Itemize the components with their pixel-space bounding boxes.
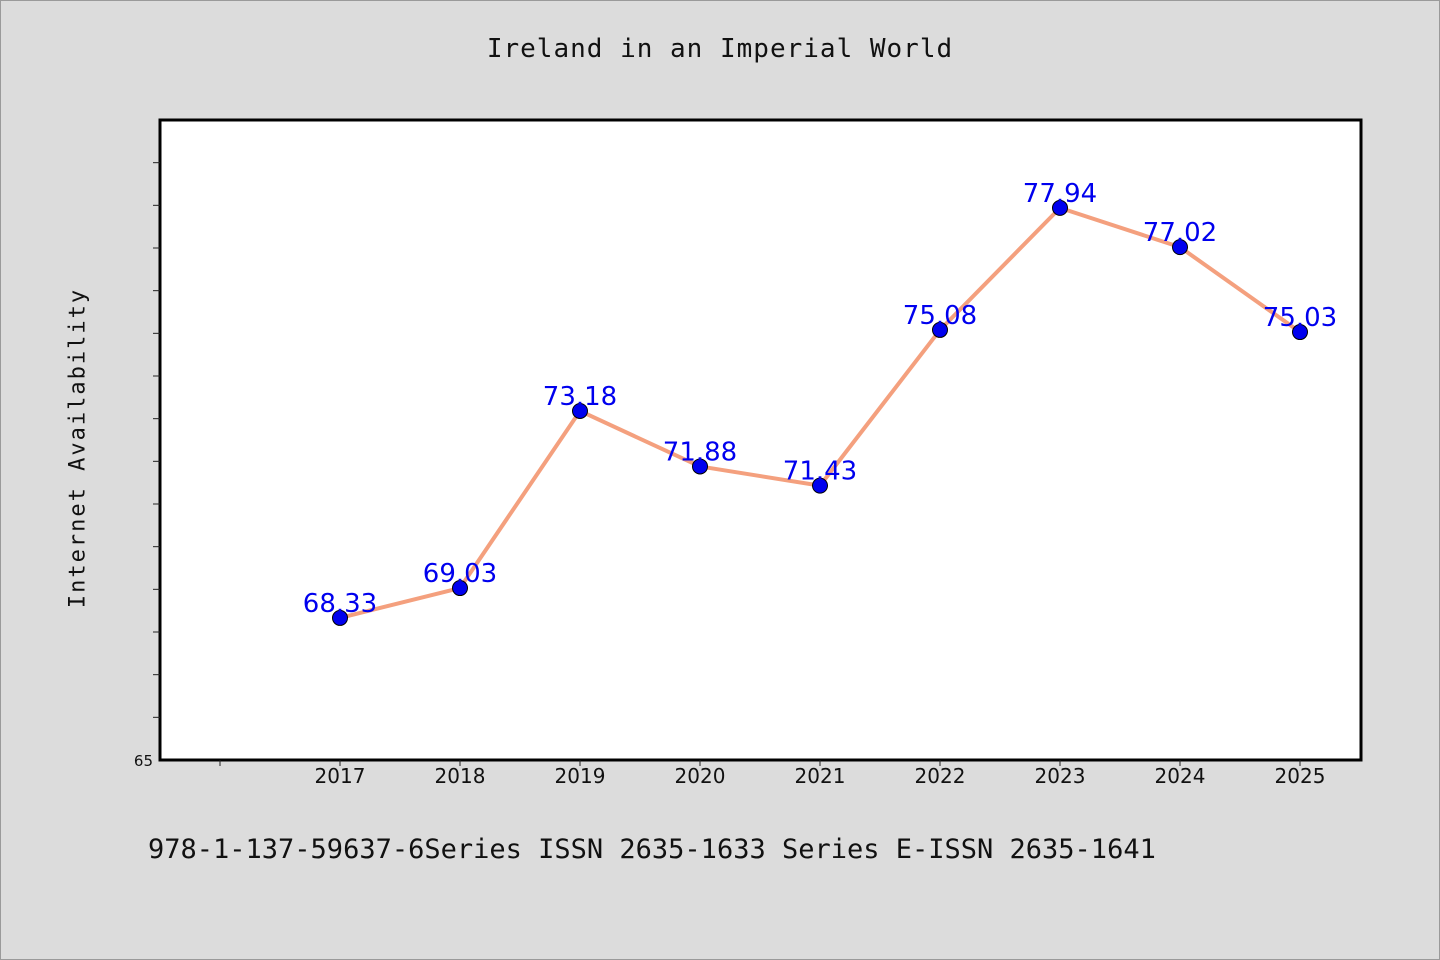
x-tick-label: 2019: [555, 764, 606, 788]
y-tick-label: 65: [134, 752, 153, 770]
data-point: [332, 609, 348, 626]
data-point: [692, 458, 708, 475]
data-point: [812, 477, 828, 494]
x-tick-label: 2023: [1035, 764, 1086, 788]
x-tick-label: 2017: [315, 764, 366, 788]
x-tick-label: 2021: [795, 764, 846, 788]
x-tick-label: 2024: [1155, 764, 1206, 788]
data-point: [1292, 324, 1308, 341]
data-point: [452, 580, 468, 597]
data-point: [1052, 199, 1068, 216]
data-point: [1172, 239, 1188, 256]
data-label: 68.33: [303, 589, 377, 619]
data-label: 75.08: [903, 301, 977, 331]
x-tick-label: 2018: [435, 764, 486, 788]
plot-area: [158, 118, 1363, 762]
data-label: 71.88: [663, 437, 737, 467]
x-tick-label: 2020: [675, 764, 726, 788]
footer-note: 978-1-137-59637-6Series ISSN 2635-1633 S…: [148, 834, 1156, 865]
data-label: 73.18: [543, 382, 617, 412]
x-tick-label: 2025: [1275, 764, 1326, 788]
x-tick-label: 2022: [915, 764, 966, 788]
data-point: [572, 402, 588, 419]
data-label: 77.02: [1143, 218, 1217, 248]
data-point: [932, 321, 948, 338]
data-label: 69.03: [423, 559, 497, 589]
data-label: 75.03: [1263, 303, 1337, 333]
data-label: 77.94: [1023, 179, 1097, 209]
chart-title: Ireland in an Imperial World: [486, 34, 954, 64]
data-label: 71.43: [783, 457, 857, 487]
